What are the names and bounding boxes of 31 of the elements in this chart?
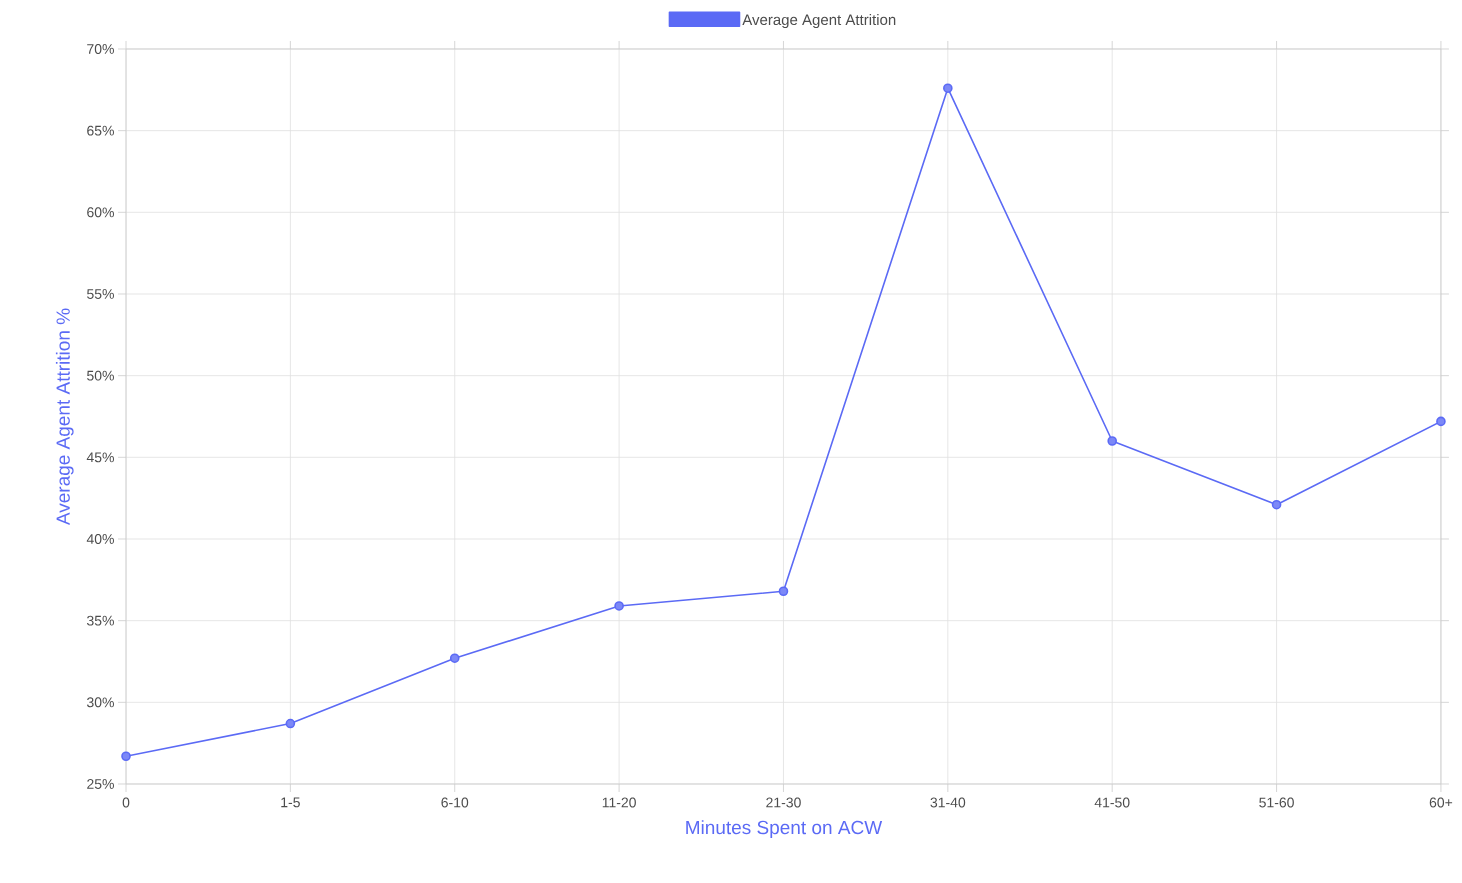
y-axis-title: Average Agent Attrition %	[55, 308, 74, 526]
point	[449, 653, 460, 664]
x-tick-label: 51-60	[1259, 797, 1294, 808]
point	[285, 718, 296, 729]
y-tick-label: 65%	[87, 125, 114, 136]
point	[121, 751, 131, 762]
x-tick-label: 31-40	[930, 797, 966, 808]
point	[1271, 499, 1282, 510]
x-tick-label: 11-20	[602, 797, 636, 808]
point	[943, 83, 953, 93]
x-tick-label: 60+	[1429, 797, 1453, 808]
y-tick-label: 35%	[86, 615, 114, 626]
y-tick-label: 70%	[87, 44, 114, 54]
y-tick-label: 45%	[86, 452, 114, 463]
legend-label: Average Agent Attrition	[742, 14, 896, 29]
x-tick-label: 1-5	[281, 797, 300, 808]
point	[1436, 416, 1446, 427]
y-tick-label: 25%	[87, 779, 114, 789]
y-tick-label: 60%	[87, 207, 114, 218]
x-tick-label: 6-10	[441, 797, 469, 808]
x-tick-label: 0	[122, 797, 130, 808]
y-tick-label: 40%	[86, 534, 114, 544]
point	[614, 601, 624, 611]
x-tick-label: 41-50	[1094, 797, 1130, 808]
y-tick-label: 50%	[87, 370, 114, 381]
x-axis-title: Minutes Spent on ACW	[686, 820, 883, 838]
point	[1107, 436, 1117, 446]
y-tick-label: 30%	[86, 697, 114, 708]
point	[778, 586, 789, 597]
x-tick-label: 21-30	[766, 797, 801, 808]
y-tick-label: 55%	[87, 289, 114, 299]
